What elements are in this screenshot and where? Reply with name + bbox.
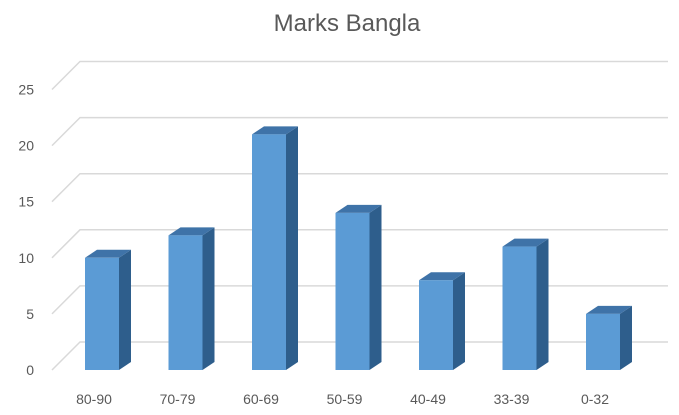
x-tick-label: 33-39 [494, 391, 530, 407]
bar-top [168, 227, 215, 236]
bar [168, 235, 203, 370]
bar-side [202, 227, 215, 370]
x-tick-label: 0-32 [581, 391, 609, 407]
gridline [51, 285, 668, 315]
bar-side [620, 305, 632, 370]
bar-side [453, 272, 465, 370]
bar-top [502, 238, 549, 247]
gridline [51, 60, 668, 91]
bar [252, 134, 286, 370]
gridline [51, 229, 668, 259]
x-tick-label: 50-59 [327, 391, 363, 407]
bar-top [586, 305, 632, 314]
gridline [51, 172, 668, 203]
bar [502, 246, 537, 370]
gridline [51, 341, 668, 371]
bar-side [536, 238, 549, 370]
bar-side [369, 204, 382, 370]
bar-side [119, 249, 131, 370]
bar-top [85, 249, 131, 258]
y-tick-label: 25 [18, 82, 34, 98]
x-tick-label: 80-90 [76, 391, 112, 407]
bar [586, 313, 620, 370]
bar [85, 257, 119, 370]
bar [419, 280, 453, 370]
x-tick-label: 60-69 [243, 391, 279, 407]
bar-top [252, 126, 298, 135]
y-tick-label: 15 [18, 194, 34, 210]
y-tick-label: 0 [26, 362, 34, 378]
x-tick-label: 70-79 [160, 391, 196, 407]
y-tick-label: 20 [18, 138, 34, 154]
bar [335, 212, 370, 370]
chart-title: Marks Bangla [273, 10, 421, 37]
bar-top [335, 204, 382, 213]
y-tick-label: 10 [18, 250, 34, 266]
gridline [51, 116, 668, 147]
y-tick-label: 5 [26, 306, 34, 322]
bar-side [286, 126, 298, 370]
bar-top [419, 272, 465, 281]
x-tick-label: 40-49 [410, 391, 446, 407]
